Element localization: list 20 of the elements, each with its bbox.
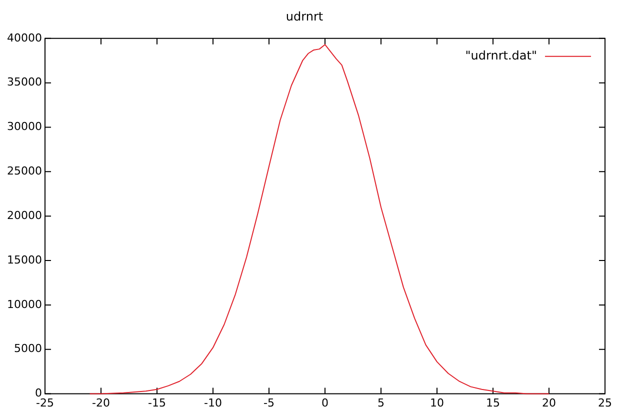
y-tick-label: 10000: [6, 298, 42, 311]
y-tick-label: 5000: [14, 342, 42, 356]
y-tick-label: 20000: [6, 208, 42, 222]
x-tick-label: 25: [598, 396, 612, 410]
x-tick-label: -10: [204, 396, 222, 410]
y-tick-label: 25000: [6, 164, 42, 178]
x-tick-label: -20: [92, 396, 110, 410]
x-tick-label: 0: [321, 396, 328, 410]
x-tick-label: 10: [430, 396, 444, 410]
y-tick-label: 35000: [6, 76, 42, 89]
legend-label: "udrnrt.dat": [465, 48, 537, 63]
chart-title: udrnrt: [286, 9, 324, 24]
y-tick-label: 30000: [6, 120, 42, 134]
y-tick-label: 40000: [6, 31, 42, 44]
x-tick-label: -5: [264, 396, 274, 410]
y-tick-label: 15000: [6, 253, 42, 266]
x-tick-label: 15: [486, 396, 500, 410]
x-tick-label: 20: [542, 396, 556, 410]
x-tick-label: -15: [148, 396, 166, 410]
x-tick-label: 5: [377, 396, 384, 410]
